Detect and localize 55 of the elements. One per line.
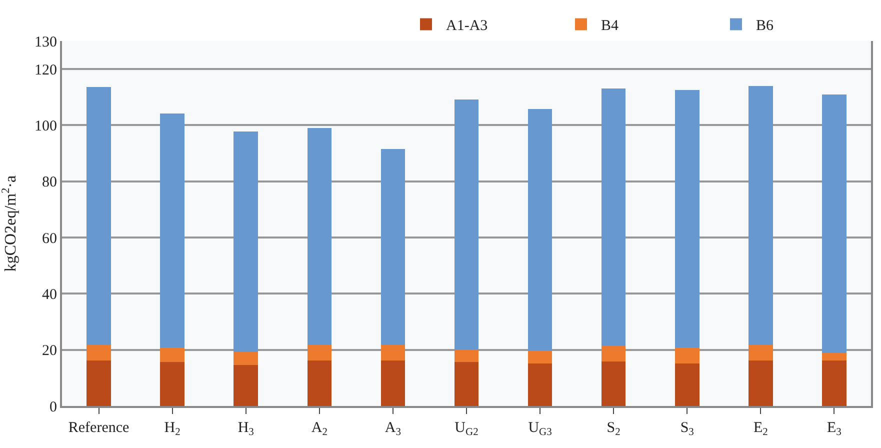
bar [454,99,479,350]
bar [675,347,700,364]
bar [822,360,846,406]
bar [234,132,258,352]
bar [748,344,773,361]
x-tick-label: Reference [68,420,130,436]
bar [380,345,406,361]
legend-label: B6 [756,18,774,34]
bar [86,345,111,361]
bar [234,365,258,406]
bar [454,362,479,406]
legend-label: A1-A3 [446,18,488,34]
y-tick-label: 80 [42,174,57,191]
bar [748,360,773,406]
bar [380,360,406,406]
bar [307,128,332,346]
y-tick-label: 100 [34,118,57,134]
bar [528,108,552,350]
y-tick-label: 130 [34,34,57,50]
x-tick-label: A$_{3}$ [384,420,401,438]
bar [160,113,184,348]
bar [748,86,773,345]
bar [675,363,700,406]
bar [86,86,111,346]
bar [822,352,846,361]
x-tick-label: S$_{3}$ [680,420,694,438]
bar [822,94,846,353]
bar [234,352,258,366]
y-tick-label: 0 [50,399,57,416]
x-tick-label: H$_{3}$ [238,420,254,438]
x-tick-label: U$_{G2}$ [454,420,478,438]
bar [307,360,332,406]
x-tick-label: A$_{2}$ [311,420,328,438]
bar [601,345,626,362]
bar [307,345,332,361]
bar [454,349,479,362]
bar [675,90,700,348]
y-tick-label: 120 [34,62,57,78]
x-tick-label: E$_{2}$ [753,420,768,438]
bar [160,362,184,406]
x-tick-label: H$_{2}$ [164,420,180,438]
bar [160,347,184,362]
bar [601,88,626,346]
y-tick-label: 60 [42,230,57,247]
bar [528,363,552,406]
x-tick-label: E$_{3}$ [827,420,842,438]
y-tick-label: 40 [42,286,57,303]
x-tick-label: S$_{2}$ [606,420,620,438]
y-tick-label: 20 [42,343,57,360]
bar [86,360,111,406]
bar [380,149,406,346]
x-tick-label: U$_{G3}$ [528,420,552,438]
bar [601,362,626,406]
bar [528,350,552,364]
legend-label: B4 [601,18,620,34]
